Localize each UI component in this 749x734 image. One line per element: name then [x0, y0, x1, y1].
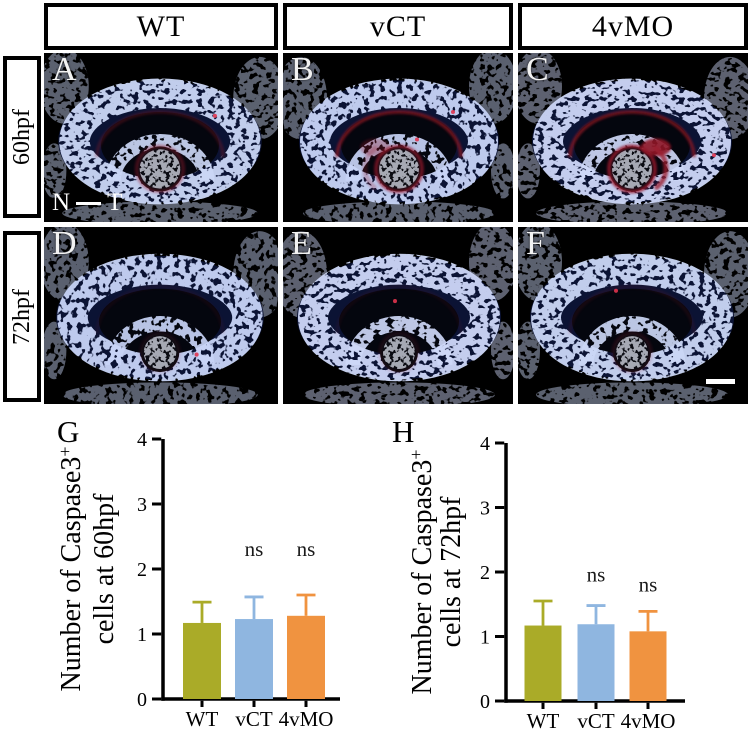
svg-text:2: 2 — [480, 562, 490, 584]
column-header-4vmo: 4vMO — [518, 3, 748, 50]
micrograph-panel-f: F — [518, 227, 748, 404]
svg-text:3: 3 — [480, 498, 490, 520]
row-header-72hpf: 72hpf — [3, 231, 41, 402]
chart-panel-letter-g: G — [57, 414, 80, 449]
svg-text:Number of Caspase3+: Number of Caspase3+ — [55, 447, 87, 692]
svg-text:ns: ns — [587, 563, 606, 587]
micrograph-panel-e: E — [283, 227, 513, 404]
svg-text:0: 0 — [137, 689, 147, 711]
micrograph-panel-d: D — [44, 227, 278, 404]
svg-text:ns: ns — [297, 537, 316, 561]
svg-text:3: 3 — [137, 494, 147, 516]
fluorescence-micrograph-c — [518, 53, 748, 222]
bar-chart-g-plot: 0 1 2 3 4 WT vCT 4vMO ns ns Number of Caspase3+cel… — [55, 429, 340, 731]
panel-letter-c: C — [526, 53, 549, 88]
panel-letter-f: F — [526, 227, 545, 262]
orientation-axis: N T — [52, 189, 122, 217]
svg-text:4vMO: 4vMO — [279, 707, 334, 731]
svg-text:WT: WT — [186, 707, 219, 731]
fluorescence-micrograph-f — [518, 227, 748, 404]
panel-letter-a: A — [52, 53, 77, 88]
fluorescence-micrograph-e — [283, 227, 513, 404]
orientation-temporal-label: T — [107, 189, 123, 216]
svg-text:4vMO: 4vMO — [621, 709, 676, 733]
chart-panel-letter-h: H — [392, 414, 415, 449]
panel-letter-e: E — [291, 227, 312, 262]
fluorescence-micrograph-b — [283, 53, 513, 222]
scale-bar — [706, 379, 735, 384]
svg-text:4: 4 — [137, 429, 147, 451]
fluorescence-micrograph-a — [44, 53, 278, 222]
svg-text:vCT: vCT — [235, 707, 273, 731]
micrograph-panel-a: A N T — [44, 53, 278, 222]
micrograph-panel-c: C — [518, 53, 748, 222]
row-header-60hpf: 60hpf — [3, 56, 41, 218]
bar-chart-h-plot: 0 1 2 3 4 WT vCT 4vMO ns ns Number of Caspase3+cel… — [406, 433, 685, 733]
svg-text:cells at 72hpf: cells at 72hpf — [436, 496, 467, 648]
fluorescence-micrograph-d — [44, 227, 278, 404]
orientation-nasal-label: N — [52, 189, 71, 216]
svg-text:Number of Caspase3+: Number of Caspase3+ — [406, 450, 438, 695]
svg-text:ns: ns — [639, 572, 658, 596]
bar-chart-g: G 0 1 2 3 4 WT vCT 4vMO ns ns Number of Caspase3+ c… — [40, 413, 370, 734]
orientation-axis-line — [76, 201, 102, 205]
svg-text:ns: ns — [245, 537, 264, 561]
column-header-wt: WT — [44, 3, 278, 50]
svg-text:WT: WT — [527, 709, 560, 733]
panel-letter-d: D — [52, 227, 77, 262]
svg-text:2: 2 — [137, 559, 147, 581]
svg-text:0: 0 — [480, 691, 490, 713]
column-header-vct: vCT — [283, 3, 513, 50]
svg-text:cells at 60hpf: cells at 60hpf — [89, 493, 120, 645]
bar-chart-h: H 0 1 2 3 4 WT vCT 4vMO ns ns Number of Caspase3+ c… — [385, 413, 730, 734]
row-header-72hpf-label: 72hpf — [8, 288, 35, 345]
micrograph-panel-b: B — [283, 53, 513, 222]
svg-text:vCT: vCT — [577, 709, 615, 733]
svg-text:1: 1 — [480, 627, 490, 649]
row-header-60hpf-label: 60hpf — [8, 109, 35, 165]
svg-text:4: 4 — [480, 433, 490, 455]
panel-letter-b: B — [291, 53, 314, 88]
svg-text:1: 1 — [137, 624, 147, 646]
